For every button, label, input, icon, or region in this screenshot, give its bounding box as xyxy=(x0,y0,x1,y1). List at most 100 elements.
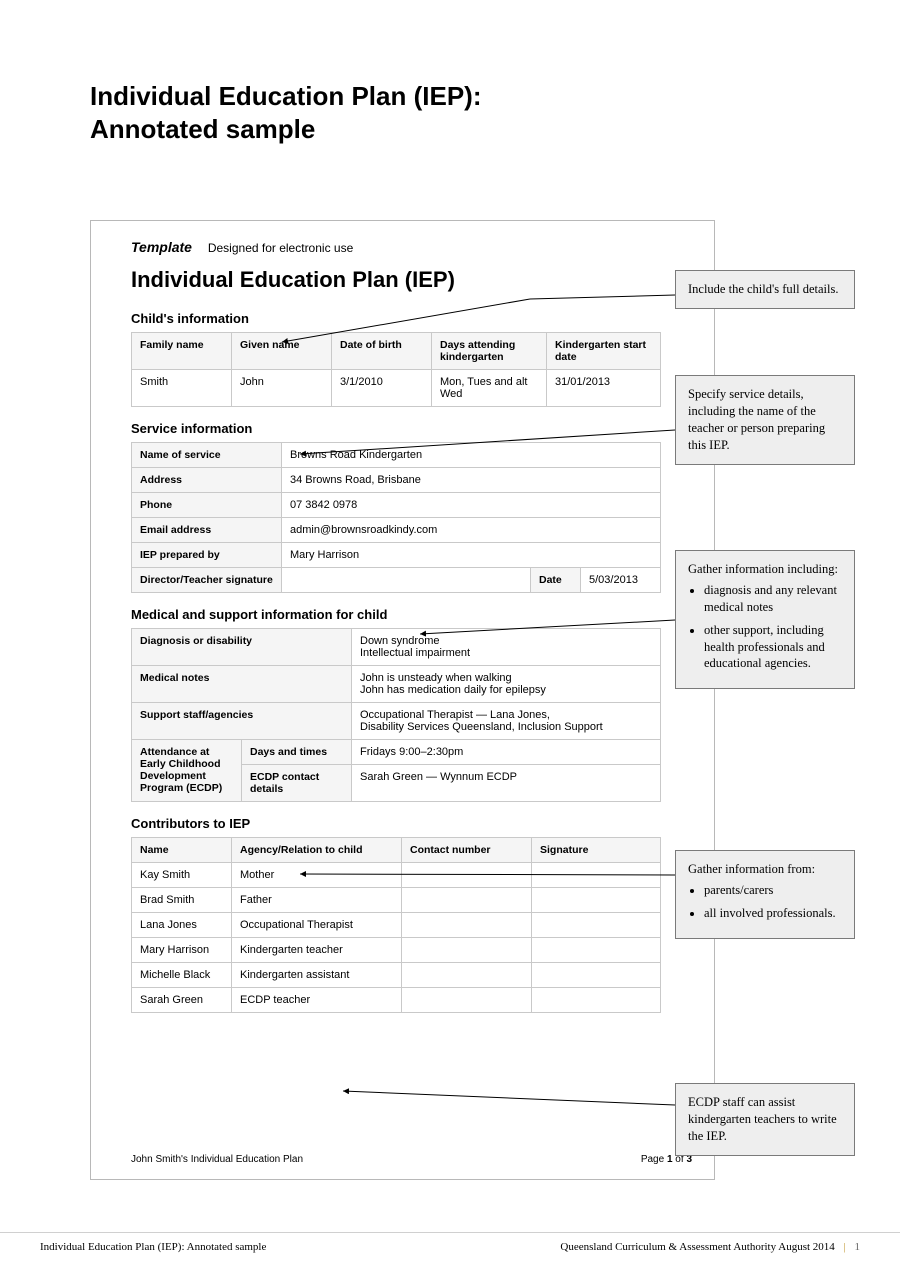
footer-authority: Queensland Curriculum & Assessment Autho… xyxy=(560,1241,834,1253)
table-row: Name of service Browns Road Kindergarten xyxy=(132,443,661,468)
cell xyxy=(532,888,661,913)
cell-given-name: John xyxy=(232,370,332,407)
table-row: Attendance at Early Childhood Developmen… xyxy=(132,740,661,765)
label-email: Email address xyxy=(132,518,282,543)
value-days-times: Fridays 9:00–2:30pm xyxy=(352,740,661,765)
page-prefix: Page xyxy=(641,1154,667,1165)
contributors-table: Name Agency/Relation to child Contact nu… xyxy=(131,837,661,1013)
label-days-times: Days and times xyxy=(242,740,352,765)
cell xyxy=(402,988,532,1013)
label-date: Date xyxy=(531,568,581,593)
diag-line: Down syndrome xyxy=(360,635,439,647)
callout-intro: Gather information including: xyxy=(688,562,838,576)
medical-table: Diagnosis or disability Down syndrome In… xyxy=(131,628,661,802)
table-row: Email address admin@brownsroadkindy.com xyxy=(132,518,661,543)
page-of: of xyxy=(673,1154,687,1165)
value-signature xyxy=(282,568,531,593)
doc-footer-left: John Smith's Individual Education Plan xyxy=(131,1154,303,1165)
cell xyxy=(532,938,661,963)
table-row: Director/Teacher signature Date 5/03/201… xyxy=(132,568,661,593)
value-phone: 07 3842 0978 xyxy=(282,493,661,518)
value-support: Occupational Therapist — Lana Jones, Dis… xyxy=(352,703,661,740)
template-sub: Designed for electronic use xyxy=(208,241,353,255)
cell xyxy=(532,988,661,1013)
cell-family-name: Smith xyxy=(132,370,232,407)
cell xyxy=(402,913,532,938)
callout-text: Specify service details, including the n… xyxy=(688,387,825,452)
table-row: Phone 07 3842 0978 xyxy=(132,493,661,518)
callout-list: diagnosis and any relevant medical notes… xyxy=(704,582,842,672)
label-service-name: Name of service xyxy=(132,443,282,468)
cell: Sarah Green xyxy=(132,988,232,1013)
cell xyxy=(402,938,532,963)
cell: Lana Jones xyxy=(132,913,232,938)
cell xyxy=(532,863,661,888)
cell: Occupational Therapist xyxy=(232,913,402,938)
table-header-row: Name Agency/Relation to child Contact nu… xyxy=(132,838,661,863)
page-footer: Individual Education Plan (IEP): Annotat… xyxy=(0,1232,900,1253)
label-ecdp: Attendance at Early Childhood Developmen… xyxy=(132,740,242,802)
section-service-info: Service information xyxy=(131,421,692,436)
cell: Brad Smith xyxy=(132,888,232,913)
col-start-date: Kindergarten start date xyxy=(547,333,661,370)
cell xyxy=(532,963,661,988)
template-header: Template Designed for electronic use xyxy=(131,239,692,255)
callout-li: other support, including health professi… xyxy=(704,622,842,673)
doc-footer-page: Page 1 of 3 xyxy=(641,1154,692,1165)
section-childs-info: Child's information xyxy=(131,311,692,326)
value-diagnosis: Down syndrome Intellectual impairment xyxy=(352,629,661,666)
footer-right: Queensland Curriculum & Assessment Autho… xyxy=(560,1241,860,1253)
table-row: Lana JonesOccupational Therapist xyxy=(132,913,661,938)
cell-start-date: 31/01/2013 xyxy=(547,370,661,407)
callout-child-details: Include the child's full details. xyxy=(675,270,855,309)
page-title: Individual Education Plan (IEP): Annotat… xyxy=(90,80,481,145)
label-prepared-by: IEP prepared by xyxy=(132,543,282,568)
callout-intro: Gather information from: xyxy=(688,862,815,876)
value-medical-notes: John is unsteady when walking John has m… xyxy=(352,666,661,703)
table-row: Medical notes John is unsteady when walk… xyxy=(132,666,661,703)
table-row: Support staff/agencies Occupational Ther… xyxy=(132,703,661,740)
footer-page: 1 xyxy=(855,1241,861,1253)
callout-li: all involved professionals. xyxy=(704,905,842,922)
value-prepared-by: Mary Harrison xyxy=(282,543,661,568)
table-row: Smith John 3/1/2010 Mon, Tues and alt We… xyxy=(132,370,661,407)
cell: Kay Smith xyxy=(132,863,232,888)
notes-line: John has medication daily for epilepsy xyxy=(360,684,546,696)
col-days: Days attending kindergarten xyxy=(432,333,547,370)
col-dob: Date of birth xyxy=(332,333,432,370)
document-frame: Template Designed for electronic use Ind… xyxy=(90,220,715,1180)
label-diagnosis: Diagnosis or disability xyxy=(132,629,352,666)
callout-li: diagnosis and any relevant medical notes xyxy=(704,582,842,616)
callout-contributors: Gather information from: parents/carers … xyxy=(675,850,855,939)
support-line: Occupational Therapist — Lana Jones, xyxy=(360,709,550,721)
doc-footer: John Smith's Individual Education Plan P… xyxy=(131,1154,692,1165)
cell-days: Mon, Tues and alt Wed xyxy=(432,370,547,407)
col-agency: Agency/Relation to child xyxy=(232,838,402,863)
value-date: 5/03/2013 xyxy=(581,568,661,593)
col-given-name: Given name xyxy=(232,333,332,370)
cell: Kindergarten assistant xyxy=(232,963,402,988)
value-address: 34 Browns Road, Brisbane xyxy=(282,468,661,493)
table-row: Address 34 Browns Road, Brisbane xyxy=(132,468,661,493)
col-family-name: Family name xyxy=(132,333,232,370)
callout-text: Include the child's full details. xyxy=(688,282,838,296)
cell: Mother xyxy=(232,863,402,888)
table-row: IEP prepared by Mary Harrison xyxy=(132,543,661,568)
label-phone: Phone xyxy=(132,493,282,518)
doc-title: Individual Education Plan (IEP) xyxy=(131,267,692,293)
cell: ECDP teacher xyxy=(232,988,402,1013)
template-label: Template xyxy=(131,239,192,255)
page-total: 3 xyxy=(686,1154,692,1165)
label-signature: Director/Teacher signature xyxy=(132,568,282,593)
cell: Michelle Black xyxy=(132,963,232,988)
table-row: Kay SmithMother xyxy=(132,863,661,888)
table-row: Sarah GreenECDP teacher xyxy=(132,988,661,1013)
cell-dob: 3/1/2010 xyxy=(332,370,432,407)
table-row: Michelle BlackKindergarten assistant xyxy=(132,963,661,988)
childs-info-table: Family name Given name Date of birth Day… xyxy=(131,332,661,407)
callout-ecdp: ECDP staff can assist kindergarten teach… xyxy=(675,1083,855,1156)
cell: Mary Harrison xyxy=(132,938,232,963)
footer-sep: | xyxy=(844,1241,846,1253)
value-service-name: Browns Road Kindergarten xyxy=(282,443,661,468)
callout-service: Specify service details, including the n… xyxy=(675,375,855,465)
